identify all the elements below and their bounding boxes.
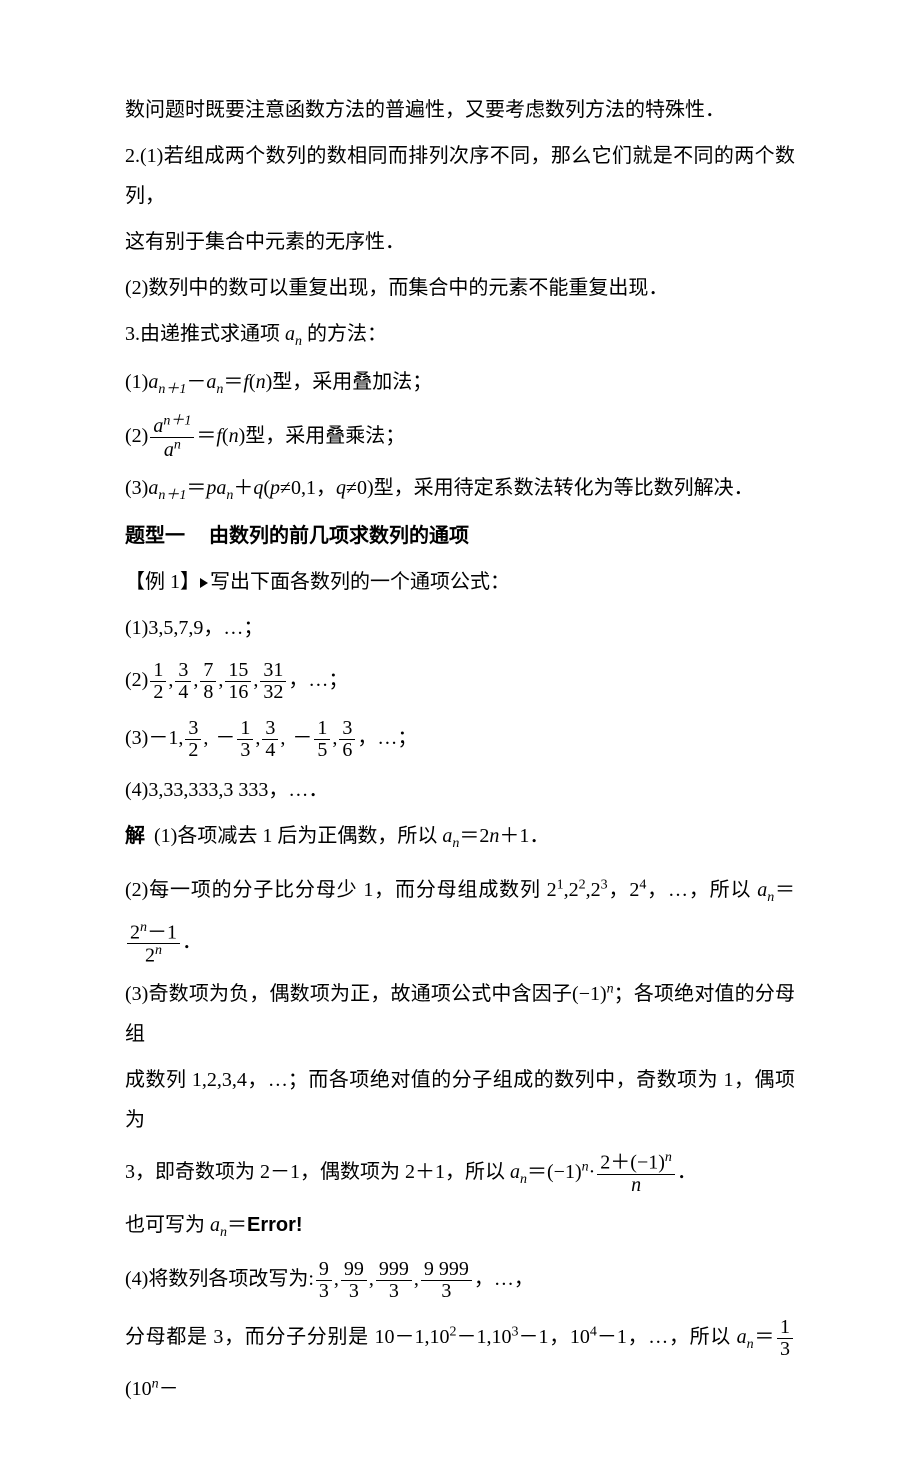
sol3-l1a: (3)奇数项为负，偶数项为正，故通项公式中含因子(−1) (125, 983, 607, 1005)
sol3-l3a: 3，即奇数项为 2－1，偶数项为 2＋1，所以 (125, 1161, 510, 1183)
q3-g2b: 34 (262, 718, 278, 761)
rec2-a: (2) (125, 425, 148, 447)
sol4-f3: 9993 (376, 1259, 412, 1302)
sol3-l2: 成数列 1,2,3,4，…；而各项绝对值的分子组成的数列中，奇数项为 1，偶项为 (125, 1060, 795, 1140)
sol4-f1: 93 (316, 1259, 332, 1302)
sol1-a: (1)各项减去 1 后为正偶数，所以 (154, 825, 442, 847)
sol2-c: ，…，所以 (646, 879, 757, 901)
rec1-lhs: an＋1 (148, 371, 186, 393)
para-3-head: 3.由递推式求通项 an 的方法： (125, 314, 795, 356)
sol4-f4: 9 9993 (421, 1259, 472, 1302)
intro-tail: 数问题时既要注意函数方法的普遍性，又要考虑数列方法的特殊性． (125, 90, 795, 130)
rec1-b: 型，采用叠加法； (272, 371, 432, 393)
q3-prefix: (3)－1, (125, 727, 183, 749)
sol4-l2f: (10 (125, 1378, 152, 1400)
sol2-frac: 2n－1 2n (127, 921, 180, 967)
sol3-frac: 2＋(−1)n n (597, 1151, 675, 1196)
sol2-b: 2 (629, 879, 639, 901)
rec3-a: (3) (125, 477, 148, 499)
para-3-head-a: 3.由递推式求通项 (125, 323, 285, 345)
topic-a: 题型一 (125, 525, 185, 547)
rec1-rhs1: an (206, 371, 223, 393)
sol1: 解(1)各项减去 1 后为正偶数，所以 an＝2n＋1． (125, 816, 795, 858)
q3-g2a: 13 (237, 718, 253, 761)
sol3-lead: ＝(−1) (527, 1161, 582, 1183)
sol4-l2a: 分母都是 3，而分子分别是 10－1,10 (125, 1326, 450, 1348)
q3-tail: ，…； (357, 727, 417, 749)
sol4-l2: 分母都是 3，而分子分别是 10－1,102－1,103－1，104－1，…，所… (125, 1311, 795, 1415)
section-head: 题型一 由数列的前几项求数列的通项 (125, 516, 795, 556)
sol4-f2: 993 (341, 1259, 367, 1302)
sol2-a: (2)每一项的分子比分母少 1，而分母组成数列 2 (125, 879, 557, 901)
ex-label: 【例 1】 (125, 571, 200, 593)
example-line: 【例 1】写出下面各数列的一个通项公式： (125, 562, 795, 602)
triangle-icon (200, 578, 208, 588)
sol1-b: ＝2 (459, 825, 489, 847)
para-2-1a: 2.(1)若组成两个数列的数相同而排列次序不同，那么它们就是不同的两个数列， (125, 136, 795, 216)
para-2-2: (2)数列中的数可以重复出现，而集合中的元素不能重复出现． (125, 268, 795, 308)
rec1: (1)an＋1－an＝f(n)型，采用叠加法； (125, 362, 795, 404)
q3-g3a: 15 (314, 718, 330, 761)
rec2-frac: an＋1 an (150, 414, 194, 460)
sol4-l2g: － (159, 1378, 179, 1400)
rec1-a: (1) (125, 371, 148, 393)
sol4-l2b: －1,10 (457, 1326, 512, 1348)
sol2: (2)每一项的分子比分母少 1，而分母组成数列 21,22,23，24，…，所以… (125, 864, 795, 968)
q2-f4: 1516 (225, 660, 251, 703)
also-b: ＝ (227, 1214, 247, 1236)
sol4-l2d: －1，…，所以 (597, 1326, 737, 1348)
sol-label: 解 (125, 825, 147, 847)
para-2-1b: 这有别于集合中元素的无序性． (125, 222, 795, 262)
rec3: (3)an＋1＝pan＋q(p≠0,1，q≠0)型，采用待定系数法转化为等比数列… (125, 468, 795, 510)
q2-tail: ，…； (288, 669, 348, 691)
q4: (4)3,33,333,3 333，…． (125, 770, 795, 810)
sol4-final-frac: 13 (777, 1317, 793, 1360)
sol4-l2e: ＝ (754, 1326, 775, 1348)
sol3-l3: 3，即奇数项为 2－1，偶数项为 2＋1，所以 an＝(−1)n· 2＋(−1)… (125, 1146, 795, 1198)
ex-body: 写出下面各数列的一个通项公式： (210, 571, 510, 593)
q3: (3)－1,32,－13,34,－15,36，…； (125, 712, 795, 764)
q2-prefix: (2) (125, 669, 148, 691)
q3-g3b: 36 (339, 718, 355, 761)
sol4-a: (4)将数列各项改写为: (125, 1268, 314, 1290)
q2-f5: 3132 (260, 660, 286, 703)
para-3-head-b: 的方法： (302, 323, 387, 345)
q2-f2: 34 (175, 660, 191, 703)
q2-f1: 12 (150, 660, 166, 703)
error-text: Error! (247, 1214, 303, 1236)
sol4-tail: ，…， (474, 1268, 534, 1290)
also-line: 也可写为 an＝Error! (125, 1205, 795, 1247)
var-an: an (285, 323, 302, 345)
q2: (2)12,34,78,1516,3132，…； (125, 654, 795, 706)
rec2: (2) an＋1 an ＝f(n)型，采用叠乘法； (125, 410, 795, 462)
q2-f3: 78 (200, 660, 216, 703)
also-a: 也可写为 (125, 1214, 210, 1236)
rec1-fn: f (243, 371, 249, 393)
sol4-l1: (4)将数列各项改写为:93,993,9993,9 9993，…， (125, 1253, 795, 1305)
sol3-l1: (3)奇数项为负，偶数项为正，故通项公式中含因子(−1)n；各项绝对值的分母组 (125, 974, 795, 1054)
q1: (1)3,5,7,9，…； (125, 608, 795, 648)
sol2-tail: ． (182, 931, 202, 953)
topic-b: 由数列的前几项求数列的通项 (209, 525, 469, 547)
sol4-l2c: －1，10 (519, 1326, 590, 1348)
rec3-b: 型，采用待定系数法转化为等比数列解决． (374, 477, 754, 499)
rec2-b: 型，采用叠乘法； (245, 425, 405, 447)
sol1-c: ＋1． (499, 825, 549, 847)
q3-g1: 32 (185, 718, 201, 761)
